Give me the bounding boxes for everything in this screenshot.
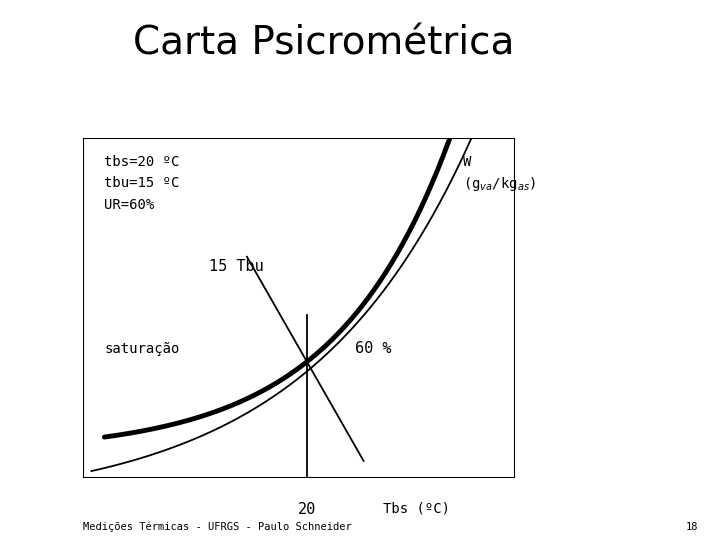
Text: 15 Tbu: 15 Tbu [210, 259, 264, 274]
Text: saturação: saturação [104, 342, 180, 356]
Text: Medições Térmicas - UFRGS - Paulo Schneider: Medições Térmicas - UFRGS - Paulo Schnei… [83, 522, 351, 532]
Text: Carta Psicrométrica: Carta Psicrométrica [133, 24, 515, 62]
Text: W
(g$_{va}$/kg$_{as}$): W (g$_{va}$/kg$_{as}$) [463, 154, 536, 193]
Text: 18: 18 [686, 522, 698, 532]
Text: 20: 20 [298, 502, 317, 517]
Text: Tbs (ºC): Tbs (ºC) [383, 502, 450, 516]
Text: 60 %: 60 % [355, 341, 392, 356]
Text: tbs=20 ºC
tbu=15 ºC
UR=60%: tbs=20 ºC tbu=15 ºC UR=60% [104, 154, 180, 212]
